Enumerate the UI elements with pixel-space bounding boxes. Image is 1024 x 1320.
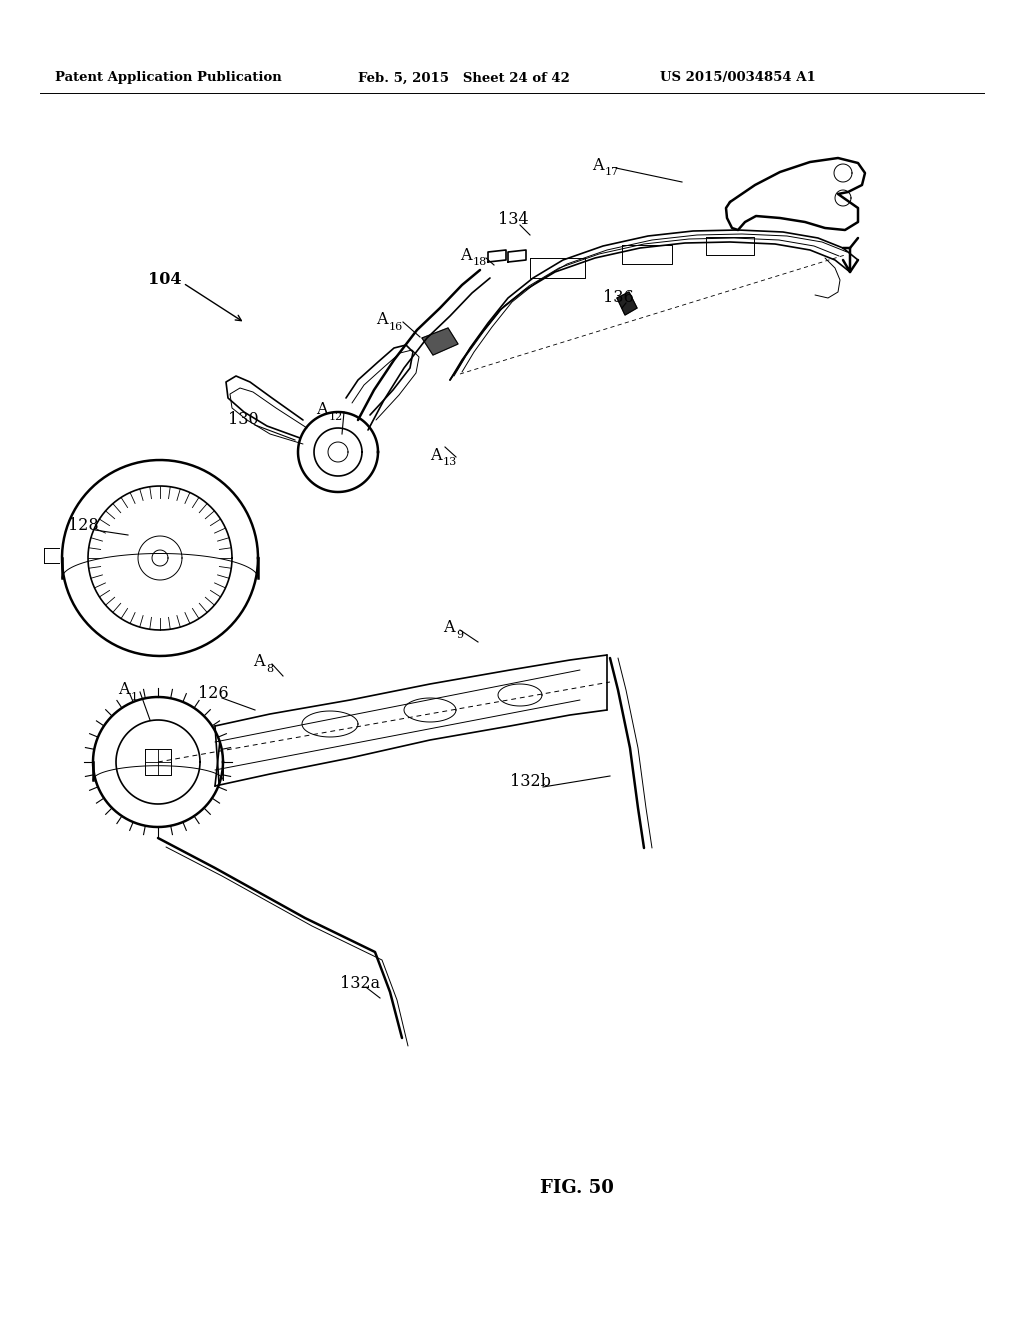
Text: 134: 134 [498, 211, 528, 228]
Text: A: A [592, 157, 603, 173]
Text: 104: 104 [148, 272, 181, 289]
Text: A: A [430, 446, 441, 463]
Text: Feb. 5, 2015   Sheet 24 of 42: Feb. 5, 2015 Sheet 24 of 42 [358, 71, 570, 84]
Text: 132b: 132b [510, 774, 551, 791]
Text: FIG. 50: FIG. 50 [540, 1179, 613, 1197]
Text: 16: 16 [389, 322, 403, 333]
Polygon shape [422, 327, 458, 355]
Text: 13: 13 [443, 457, 458, 467]
Text: 136: 136 [603, 289, 634, 306]
Text: 17: 17 [605, 168, 620, 177]
Text: 132a: 132a [340, 974, 380, 991]
Text: 128: 128 [68, 516, 98, 533]
Text: Patent Application Publication: Patent Application Publication [55, 71, 282, 84]
Text: 1: 1 [131, 692, 138, 702]
Text: 12: 12 [329, 412, 343, 422]
Text: US 2015/0034854 A1: US 2015/0034854 A1 [660, 71, 816, 84]
Text: A: A [118, 681, 129, 698]
Text: A: A [376, 312, 387, 329]
Polygon shape [617, 292, 637, 315]
Text: 130: 130 [228, 412, 259, 429]
Text: A: A [460, 247, 471, 264]
Text: A: A [316, 401, 328, 418]
Text: 8: 8 [266, 664, 273, 675]
Text: A: A [443, 619, 455, 636]
Text: A: A [253, 653, 264, 671]
Text: 9: 9 [456, 630, 463, 640]
Text: 18: 18 [473, 257, 487, 267]
Text: 126: 126 [198, 685, 228, 701]
